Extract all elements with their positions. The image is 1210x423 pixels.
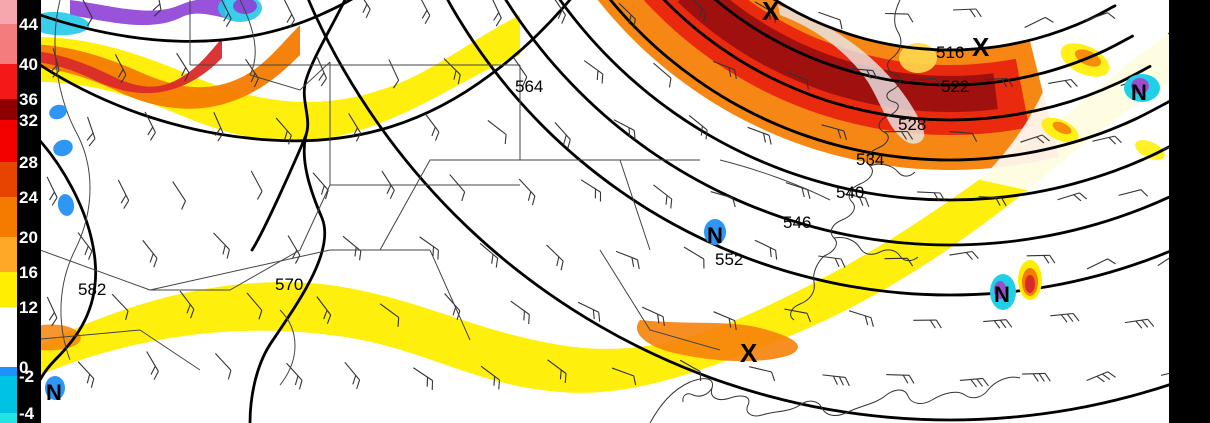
svg-text:16: 16 (19, 263, 38, 282)
svg-text:32: 32 (19, 111, 38, 130)
svg-text:20: 20 (19, 228, 38, 247)
svg-text:546: 546 (783, 213, 811, 232)
svg-text:X: X (762, 0, 780, 26)
svg-text:534: 534 (856, 150, 884, 169)
svg-text:-2: -2 (19, 367, 34, 386)
svg-text:540: 540 (836, 183, 864, 202)
svg-text:N: N (994, 282, 1010, 307)
svg-text:516: 516 (936, 43, 964, 62)
svg-text:582: 582 (78, 280, 106, 299)
svg-text:552: 552 (715, 250, 743, 269)
svg-text:528: 528 (898, 115, 926, 134)
svg-text:44: 44 (19, 15, 38, 34)
svg-text:N: N (1131, 80, 1147, 105)
svg-text:28: 28 (19, 153, 38, 172)
svg-text:-4: -4 (19, 404, 35, 423)
svg-text:570: 570 (275, 275, 303, 294)
svg-text:X: X (972, 32, 990, 62)
svg-text:36: 36 (19, 90, 38, 109)
svg-text:564: 564 (515, 77, 543, 96)
svg-text:X: X (740, 338, 758, 368)
svg-text:12: 12 (19, 298, 38, 317)
svg-text:24: 24 (19, 188, 38, 207)
svg-text:N: N (46, 380, 62, 405)
svg-text:40: 40 (19, 55, 38, 74)
svg-text:N: N (707, 223, 723, 248)
svg-text:522: 522 (941, 77, 969, 96)
